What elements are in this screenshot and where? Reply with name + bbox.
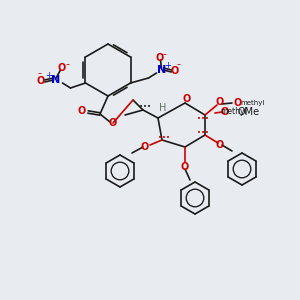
Text: -: - — [65, 59, 70, 69]
Text: O: O — [78, 106, 86, 116]
Text: O: O — [181, 162, 189, 172]
Text: N: N — [157, 65, 166, 75]
Text: •••: ••• — [197, 130, 209, 136]
Text: -: - — [163, 49, 167, 59]
Text: O: O — [141, 142, 149, 152]
Text: O: O — [216, 97, 224, 107]
Text: N: N — [51, 75, 60, 85]
Text: •••: ••• — [197, 116, 209, 122]
Text: O: O — [221, 107, 229, 117]
Text: +: + — [45, 70, 52, 80]
Text: O: O — [234, 98, 242, 108]
Text: O: O — [109, 118, 117, 128]
Text: OMe: OMe — [238, 107, 260, 117]
Text: O: O — [36, 76, 45, 86]
Text: +: + — [164, 61, 171, 70]
Text: H: H — [159, 103, 167, 113]
Text: -: - — [38, 68, 41, 78]
Text: •••: ••• — [139, 104, 151, 110]
Text: O: O — [170, 66, 178, 76]
Text: O: O — [216, 140, 224, 150]
Text: methyl: methyl — [240, 100, 264, 106]
Text: •••: ••• — [158, 135, 170, 141]
Text: O: O — [183, 94, 191, 104]
Text: methyl: methyl — [220, 107, 248, 116]
Text: -: - — [176, 59, 181, 69]
Text: O: O — [57, 63, 66, 73]
Text: O: O — [155, 53, 164, 63]
